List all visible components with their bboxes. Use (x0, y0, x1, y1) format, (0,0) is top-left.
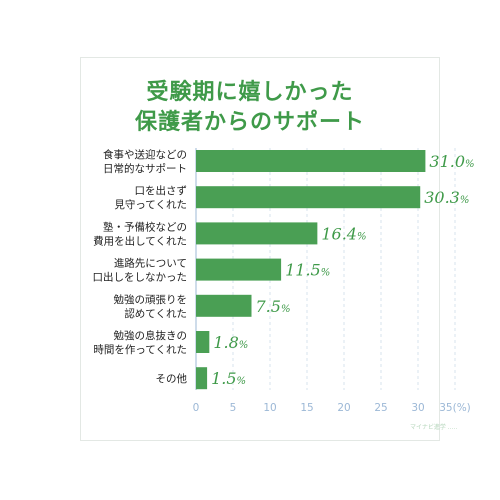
value-label: 7.5% (256, 297, 291, 316)
category-label: 勉強の息抜きの時間を作ってくれた (93, 329, 187, 356)
value-label: 1.8% (213, 333, 248, 352)
chart-title-line-2: 保護者からのサポート (134, 110, 365, 135)
value-label: 1.5% (211, 369, 246, 388)
value-label: 31.0% (429, 152, 474, 171)
bar (196, 222, 318, 245)
x-tick-label: 15 (300, 402, 313, 414)
category-label: その他 (156, 372, 188, 385)
watermark: マイナビ進学 ..... (410, 424, 458, 431)
bar (196, 186, 421, 209)
bar (196, 367, 208, 390)
x-tick-label: 0 (193, 402, 200, 414)
bar (196, 150, 426, 172)
category-label: 進路先について口出しをしなかった (93, 257, 188, 284)
bar (196, 258, 282, 281)
chart-title-line-1: 受験期に嬉しかった (146, 80, 354, 105)
chart-card (80, 57, 440, 441)
x-tick-label: 35(%) (439, 402, 471, 414)
category-label: 食事や送迎などの日常的なサポート (103, 148, 187, 175)
x-tick-label: 20 (337, 402, 350, 414)
x-tick-label: 10 (263, 402, 276, 414)
x-tick-label: 25 (374, 402, 387, 414)
category-label: 塾・予備校などの費用を出してくれた (93, 220, 187, 247)
value-label: 11.5% (285, 261, 330, 280)
category-label: 勉強の頑張りを認めてくれた (114, 293, 188, 320)
x-tick-label: 30 (411, 402, 424, 414)
value-label: 16.4% (321, 224, 366, 243)
bar (196, 331, 210, 353)
value-label: 30.3% (424, 188, 469, 207)
x-tick-label: 5 (230, 402, 237, 414)
category-label: 口を出さず見守ってくれた (114, 184, 187, 211)
bar (196, 294, 252, 317)
